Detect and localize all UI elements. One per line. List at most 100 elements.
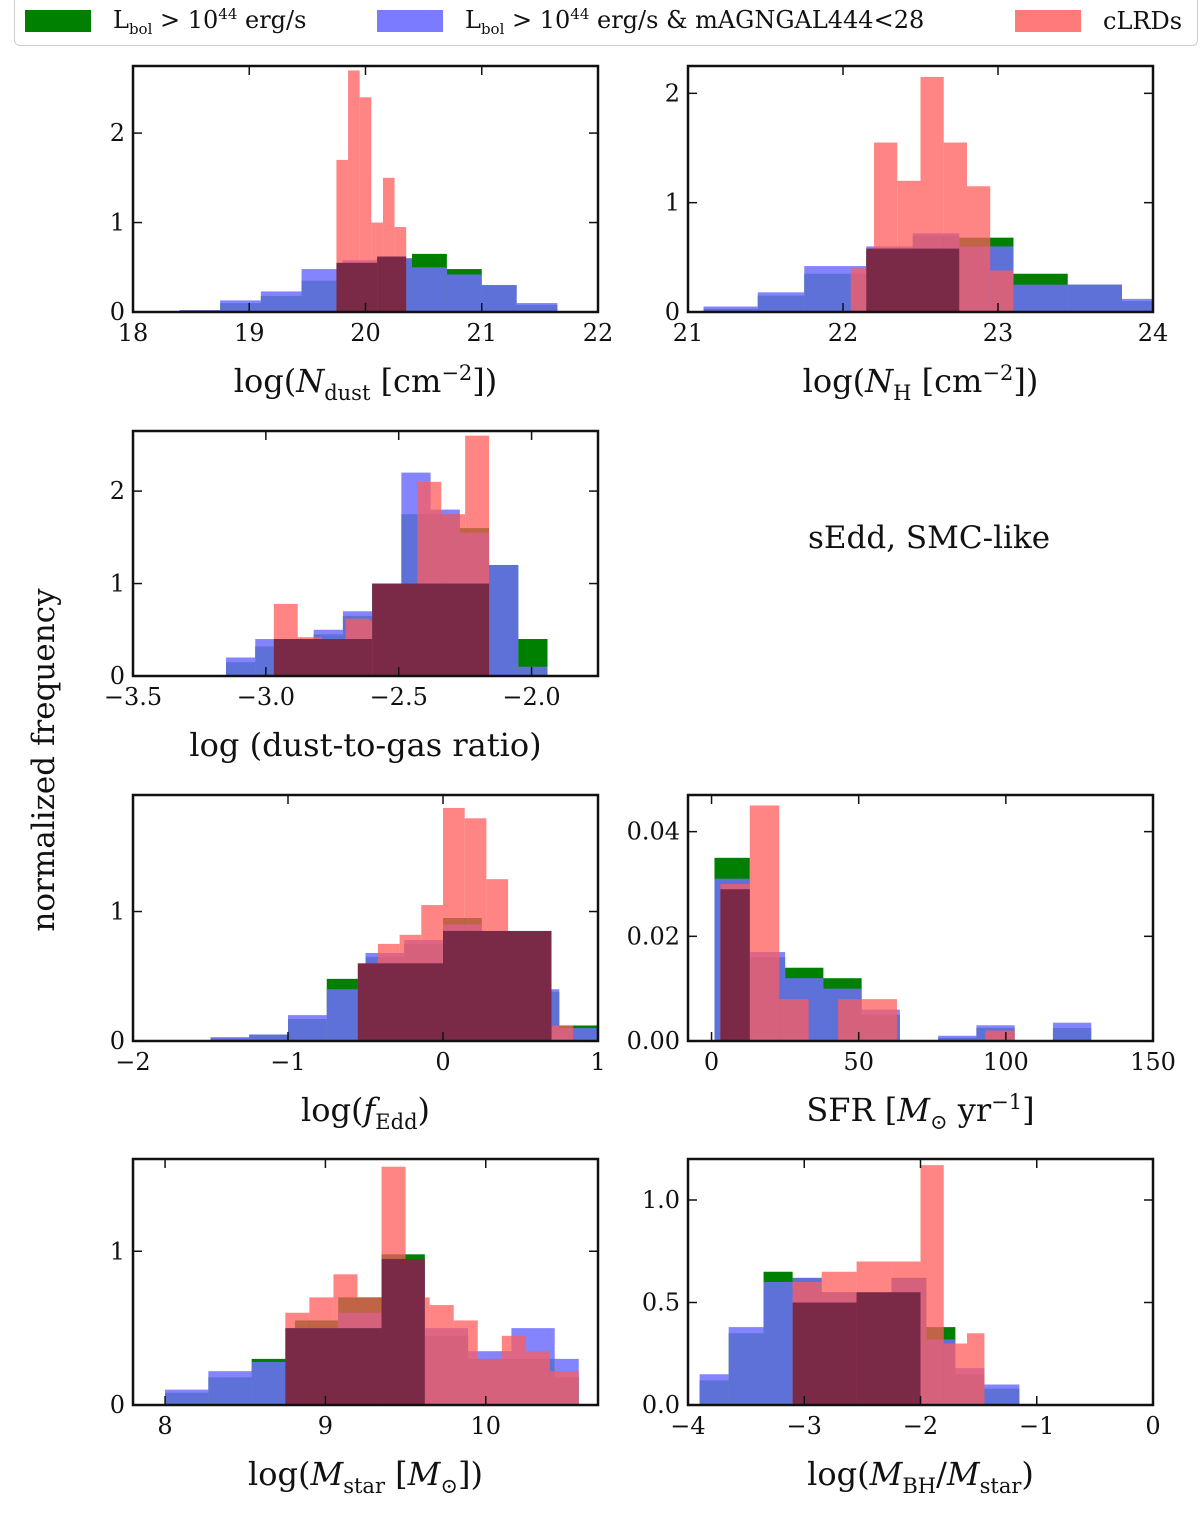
bar-mbh-red-6 — [967, 1333, 985, 1405]
ytick-label-ndust-0: 0 — [110, 298, 125, 326]
bar-mstar-red-7 — [453, 1320, 478, 1405]
bar-mbh-overlap-0 — [792, 1302, 857, 1405]
ytick-label-sfr-2: 0.04 — [627, 818, 680, 846]
bar-mstar-red-10 — [525, 1351, 550, 1405]
bar-ndust-blue-6 — [412, 267, 447, 312]
ytick-label-mbh-0: 0.0 — [642, 1391, 680, 1419]
x-axis-label-nh: log(NH [cm−2]) — [803, 361, 1039, 405]
frame-dtg — [131, 429, 600, 678]
x-axis-label-ndust: log(Ndust [cm−2]) — [234, 361, 498, 405]
legend-swatch-red — [1015, 10, 1081, 32]
x-axis-label-mstar: log(Mstar [M⊙]) — [248, 1455, 483, 1498]
bar-sfr-overlap-0 — [720, 889, 750, 1041]
bar-dtg-overlap-1 — [372, 583, 490, 676]
bar-fedd-blue-2 — [288, 1015, 327, 1041]
bar-mbh-red-5 — [943, 1343, 967, 1405]
bar-ndust-overlap-1 — [377, 256, 407, 312]
panel-mstar: 8 9 10 0 1 log(Mstar [M⊙]) — [110, 1157, 600, 1498]
ytick-label-mbh-1: 0.5 — [642, 1289, 680, 1317]
legend-label-red: cLRDs — [1103, 7, 1183, 35]
xtick-label-fedd-0: −2 — [115, 1048, 150, 1076]
legend-swatch-blue — [377, 10, 443, 32]
bar-nh-overlap-0 — [866, 248, 960, 312]
ytick-label-dtg-1: 1 — [110, 570, 125, 598]
ytick-label-ndust-2: 2 — [110, 119, 125, 147]
xtick-label-dtg-0: −3.5 — [104, 683, 162, 711]
ytick-label-mbh-2: 1.0 — [642, 1186, 680, 1214]
bar-mstar-blue-0 — [165, 1389, 209, 1405]
xtick-label-nh-3: 24 — [1138, 319, 1169, 347]
panel-dtg: −3.5 −3.0 −2.5 −2.0 0 1 2 log (dust-to-gas rati… — [104, 429, 600, 764]
frame-mstar — [131, 1157, 600, 1407]
ytick-label-ndust-1: 1 — [110, 209, 125, 237]
xtick-label-ndust-0: 18 — [118, 319, 149, 347]
xtick-label-fedd-3: 1 — [590, 1048, 605, 1076]
ytick-label-nh-0: 0 — [665, 298, 680, 326]
bar-sfr-blue-6 — [938, 1035, 977, 1041]
bar-sfr-red-4 — [838, 999, 868, 1041]
bar-mstar-overlap-0 — [285, 1328, 382, 1405]
xtick-label-nh-1: 22 — [828, 319, 859, 347]
ytick-label-dtg-2: 2 — [110, 477, 125, 505]
xtick-label-dtg-2: −2.5 — [370, 683, 428, 711]
bar-mstar-blue-1 — [208, 1371, 252, 1405]
bar-sfr-red-9 — [985, 1030, 1015, 1041]
ytick-label-fedd-0: 0 — [110, 1027, 125, 1055]
bar-fedd-blue-0 — [210, 1037, 250, 1041]
xtick-label-sfr-0: 0 — [704, 1048, 719, 1076]
bar-mbh-overlap-1 — [856, 1292, 921, 1405]
bar-mstar-red-9 — [501, 1335, 526, 1405]
bar-dtg-blue-9 — [489, 565, 519, 676]
bar-mbh-red-4 — [920, 1165, 944, 1405]
legend-label-blue: Lbol > 1044 erg/s & mAGNGAL444<28 — [465, 4, 925, 38]
legend-item-red: cLRDs — [1015, 4, 1182, 38]
legend-swatch-green — [25, 10, 91, 32]
bar-ndust-blue-1 — [220, 300, 261, 312]
frame-nh — [686, 64, 1155, 314]
bar-fedd-overlap-0 — [357, 963, 443, 1041]
bar-ndust-red-1 — [348, 70, 360, 312]
bar-fedd-overlap-1 — [443, 930, 552, 1041]
bar-mbh-blue-0 — [699, 1374, 729, 1405]
bar-nh-blue-6 — [1013, 284, 1068, 312]
bar-ndust-blue-8 — [481, 285, 517, 312]
ytick-label-nh-2: 2 — [665, 79, 680, 107]
xtick-label-nh-0: 21 — [673, 319, 704, 347]
panel-fedd: −2 −1 0 1 0 1 log(fEdd) — [110, 793, 606, 1134]
bar-nh-blue-7 — [1067, 284, 1122, 312]
xtick-label-dtg-3: −2.0 — [502, 683, 560, 711]
bar-sfr-blue-9 — [1052, 1022, 1092, 1041]
bar-dtg-blue-0 — [226, 657, 256, 676]
bar-mstar-red-6 — [429, 1305, 454, 1405]
bar-nh-red-6 — [990, 270, 1014, 312]
bar-ndust-red-0 — [336, 159, 349, 312]
bar-sfr-red-5 — [867, 999, 897, 1041]
x-axis-label-mbh: log(MBH/Mstar) — [807, 1455, 1034, 1498]
frame-fedd — [131, 793, 600, 1043]
xtick-label-dtg-1: −3.0 — [237, 683, 295, 711]
xtick-label-sfr-1: 50 — [843, 1048, 874, 1076]
bar-ndust-blue-3 — [301, 269, 343, 312]
x-axis-label-sfr: SFR [M⊙ yr−1] — [806, 1090, 1034, 1134]
xtick-label-mstar-2: 10 — [470, 1412, 501, 1440]
bar-dtg-blue-10 — [518, 666, 548, 676]
xtick-label-mbh-1: −3 — [787, 1412, 822, 1440]
bar-nh-blue-1 — [757, 292, 805, 312]
bar-sfr-red-2 — [779, 999, 809, 1041]
xtick-label-ndust-1: 19 — [234, 319, 265, 347]
bar-ndust-red-2 — [359, 97, 372, 312]
ytick-label-sfr-1: 0.02 — [627, 922, 680, 950]
x-axis-label-fedd: log(fEdd) — [301, 1091, 430, 1134]
xtick-label-mbh-4: 0 — [1145, 1412, 1160, 1440]
xtick-label-fedd-2: 0 — [435, 1048, 450, 1076]
panel-nh: 21 22 23 24 0 1 2 log(NH [cm−2]) — [665, 64, 1169, 405]
legend-item-blue: Lbol > 1044 erg/s & mAGNGAL444<28 — [377, 4, 924, 38]
bar-nh-blue-8 — [1122, 298, 1153, 312]
panel-mbh: −4 −3 −2 −1 0 0.0 0.5 1.0 log(MBH/Mstar) — [642, 1157, 1161, 1498]
xtick-label-mbh-3: −1 — [1019, 1412, 1054, 1440]
xtick-label-ndust-3: 21 — [466, 319, 497, 347]
ytick-label-sfr-0: 0.00 — [627, 1027, 680, 1055]
xtick-label-mstar-0: 8 — [157, 1412, 172, 1440]
bar-ndust-blue-2 — [260, 291, 302, 312]
